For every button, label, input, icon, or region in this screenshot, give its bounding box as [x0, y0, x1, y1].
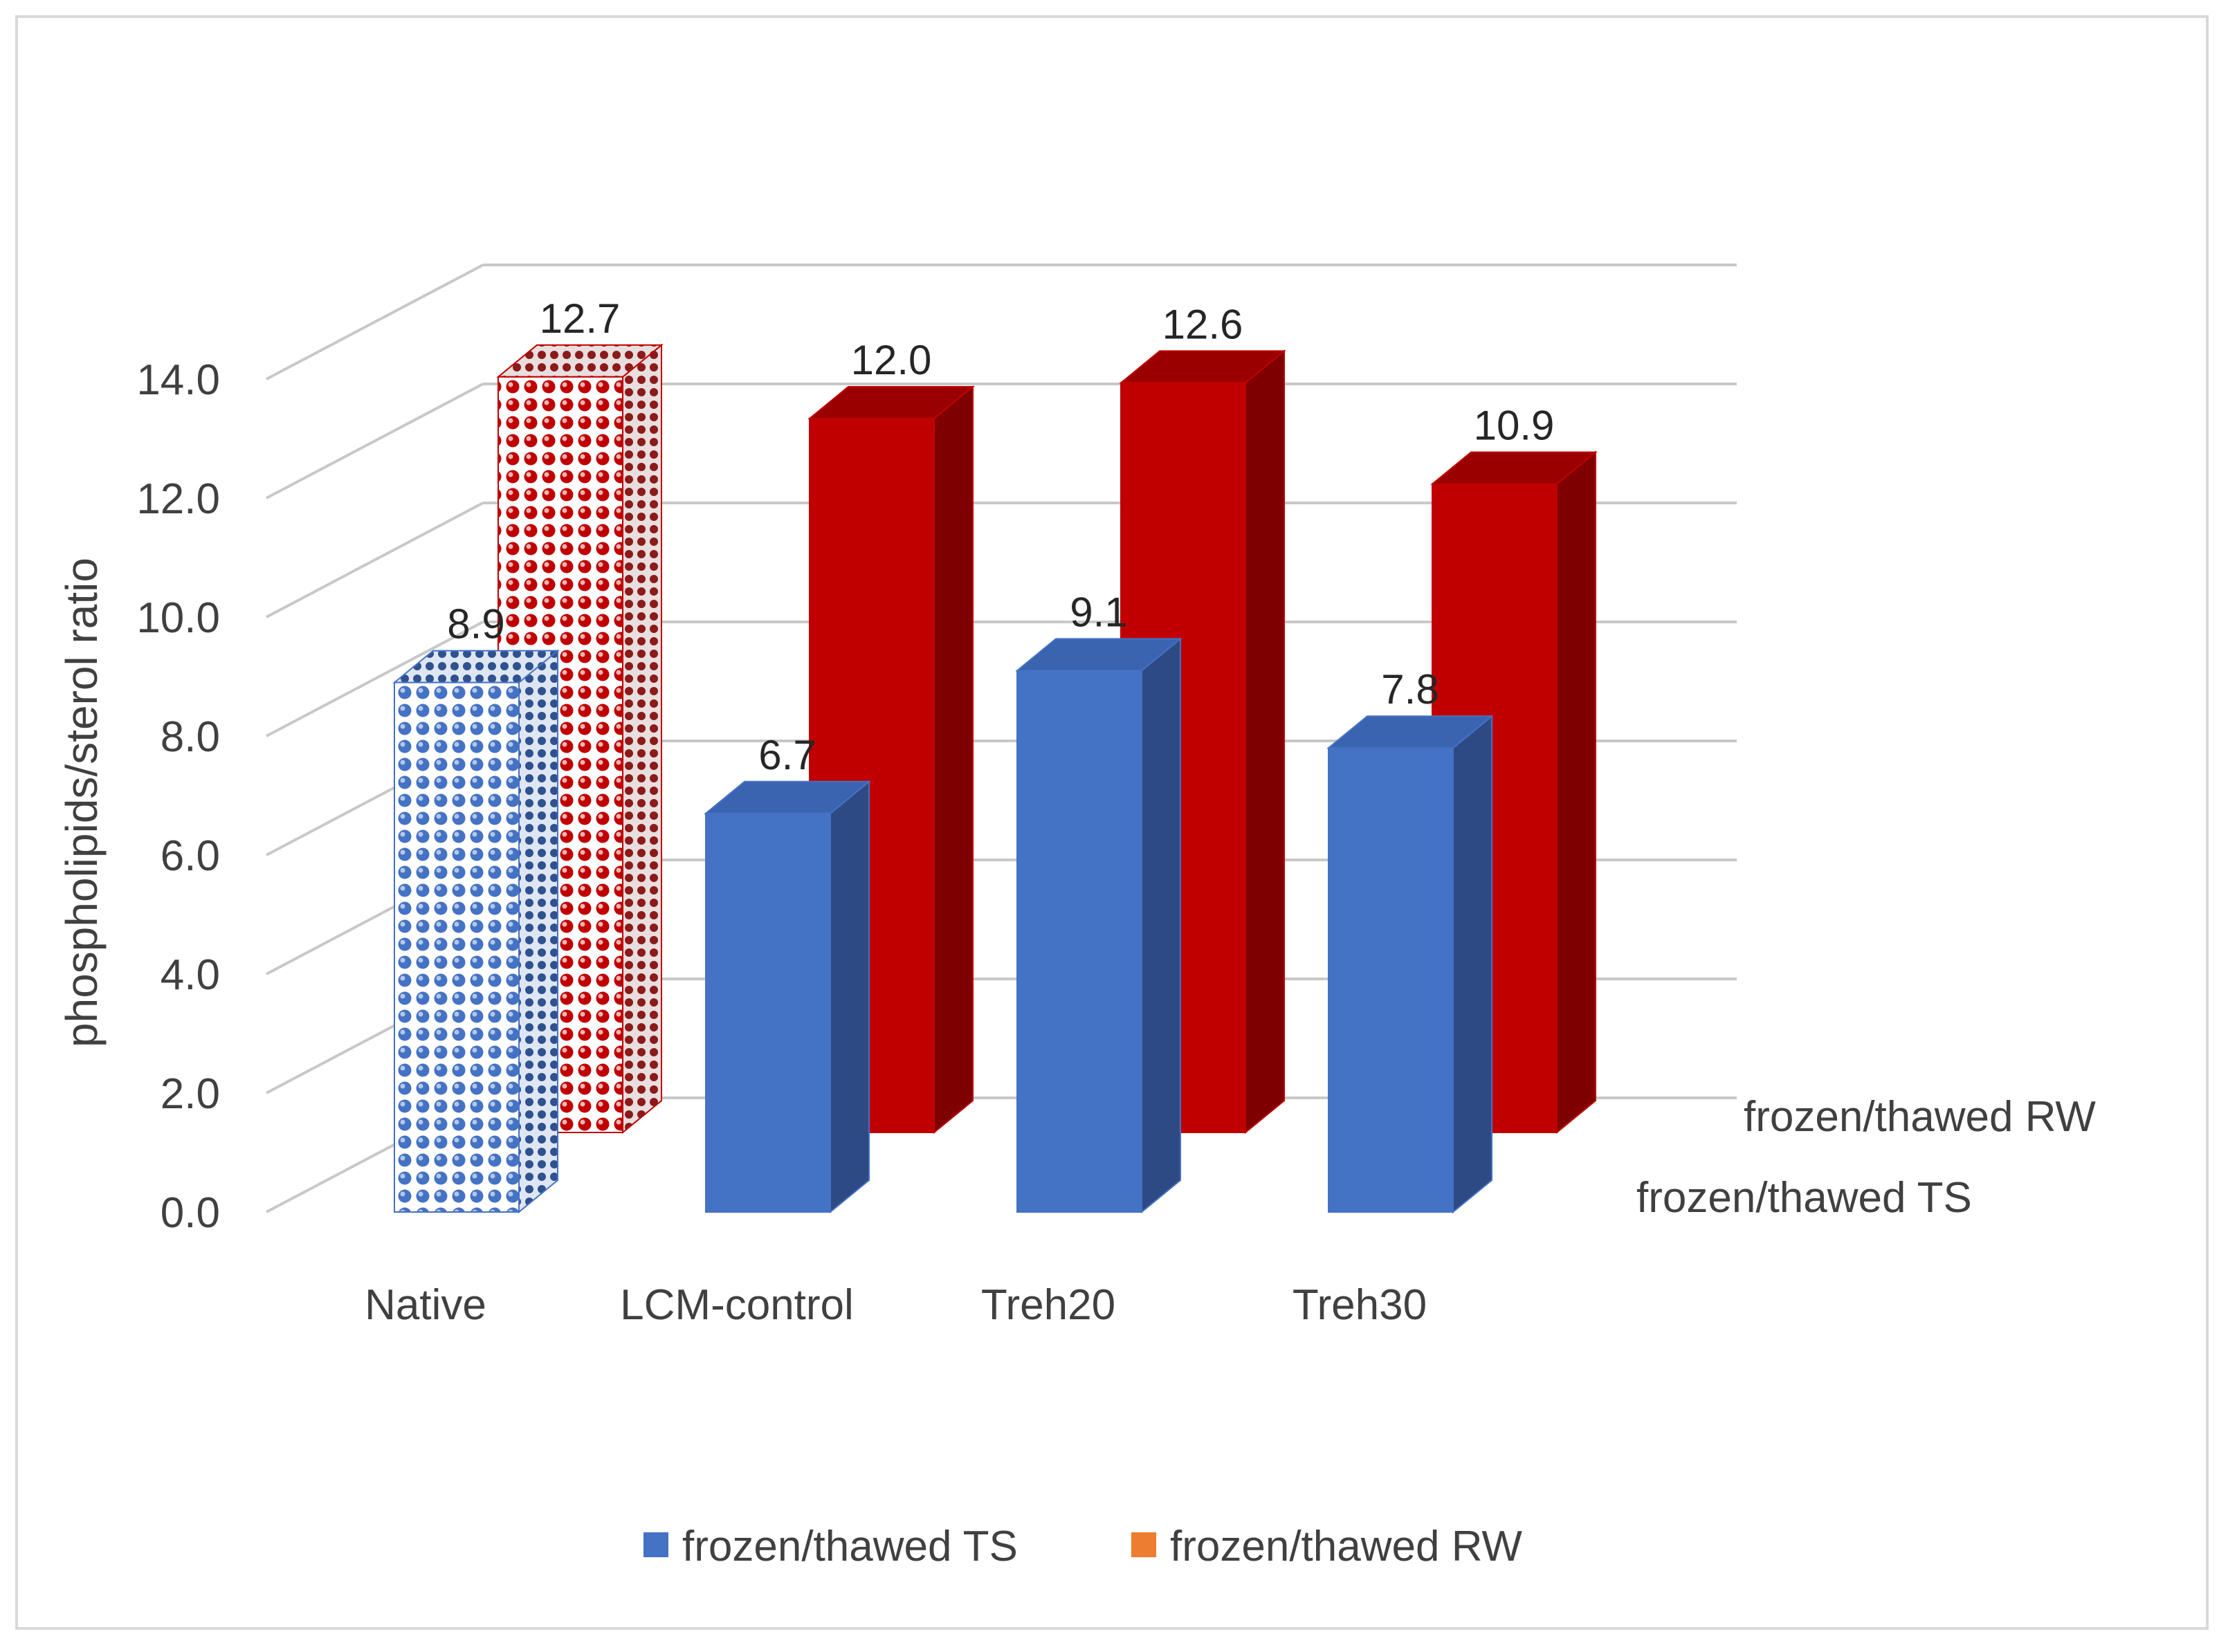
- bar-side: [622, 343, 662, 1135]
- y-axis-ticks: 0.0 2.0 4.0 6.0 8.0 10.0 12.0 14.0: [136, 356, 220, 1237]
- data-label: 12.0: [851, 337, 932, 383]
- legend-item-frozen-thawed-rw[interactable]: frozen/thawed RW: [1131, 1523, 1522, 1570]
- ytick-label: 6.0: [161, 832, 220, 880]
- bars: [392, 343, 1598, 1214]
- bar-frozen-thawed-rw-lcm-control: [807, 385, 975, 1135]
- bar-frozen-thawed-ts-treh30: [1326, 715, 1494, 1214]
- data-label: 12.6: [1162, 301, 1243, 347]
- x-axis-categories: Native LCM-control Treh20 Treh30: [365, 1281, 1427, 1329]
- legend-swatch: [643, 1532, 668, 1557]
- legend-label: frozen/thawed TS: [682, 1523, 1018, 1570]
- gridline-diag-5: [266, 502, 484, 618]
- gridline-diag-4: [266, 621, 484, 737]
- bar-side: [933, 385, 974, 1135]
- bar-front: [1016, 670, 1142, 1213]
- data-label: 9.1: [1070, 589, 1127, 635]
- ytick-label: 0.0: [161, 1189, 220, 1237]
- category-label-treh20: Treh20: [981, 1281, 1115, 1329]
- data-label: 6.7: [758, 732, 816, 778]
- category-label-treh30: Treh30: [1293, 1281, 1427, 1329]
- ytick-label: 8.0: [161, 713, 220, 761]
- legend-label: frozen/thawed RW: [1170, 1523, 1522, 1570]
- depth-label-frozen-thawed-rw: frozen/thawed RW: [1744, 1093, 2096, 1141]
- gridline-diag-6: [266, 383, 484, 499]
- bar-side: [1556, 450, 1596, 1135]
- ytick-label: 2.0: [161, 1070, 220, 1118]
- bar-side: [1141, 637, 1181, 1214]
- ytick-label: 4.0: [161, 951, 220, 999]
- bar-frozen-thawed-ts-treh20: [1015, 637, 1183, 1214]
- ytick-label: 14.0: [136, 356, 220, 404]
- legend-swatch: [1131, 1532, 1156, 1557]
- bar-front: [1328, 747, 1454, 1213]
- bar-front: [705, 812, 831, 1213]
- legend: frozen/thawed TS frozen/thawed RW: [643, 1523, 1522, 1570]
- ytick-label: 12.0: [136, 475, 220, 523]
- data-label: 8.9: [447, 601, 504, 648]
- data-label: 10.9: [1474, 403, 1555, 449]
- category-label-lcm-control: LCM-control: [620, 1281, 854, 1329]
- y-axis-label: phospholipids/sterol ratio: [57, 558, 107, 1047]
- data-label: 7.8: [1381, 666, 1439, 713]
- bar-side: [1452, 715, 1492, 1214]
- bar-side: [518, 649, 558, 1214]
- bar-frozen-thawed-ts-lcm-control: [704, 780, 871, 1214]
- bar-side: [830, 780, 870, 1214]
- data-labels: 12.7 12.0 12.6 10.9 8.9 6.7 9.1 7.8: [447, 295, 1554, 778]
- legend-item-frozen-thawed-ts[interactable]: frozen/thawed TS: [643, 1523, 1018, 1570]
- gridline-diag-7: [266, 264, 484, 380]
- data-label: 12.7: [540, 295, 621, 342]
- bar-front: [394, 681, 520, 1213]
- bar-frozen-thawed-ts-native: [392, 649, 560, 1214]
- category-label-native: Native: [365, 1281, 486, 1329]
- ytick-label: 10.0: [136, 594, 220, 642]
- bar-side: [1245, 349, 1285, 1135]
- depth-label-frozen-thawed-ts: frozen/thawed TS: [1636, 1174, 1972, 1222]
- depth-axis-labels: frozen/thawed RW frozen/thawed TS: [1636, 1093, 2096, 1222]
